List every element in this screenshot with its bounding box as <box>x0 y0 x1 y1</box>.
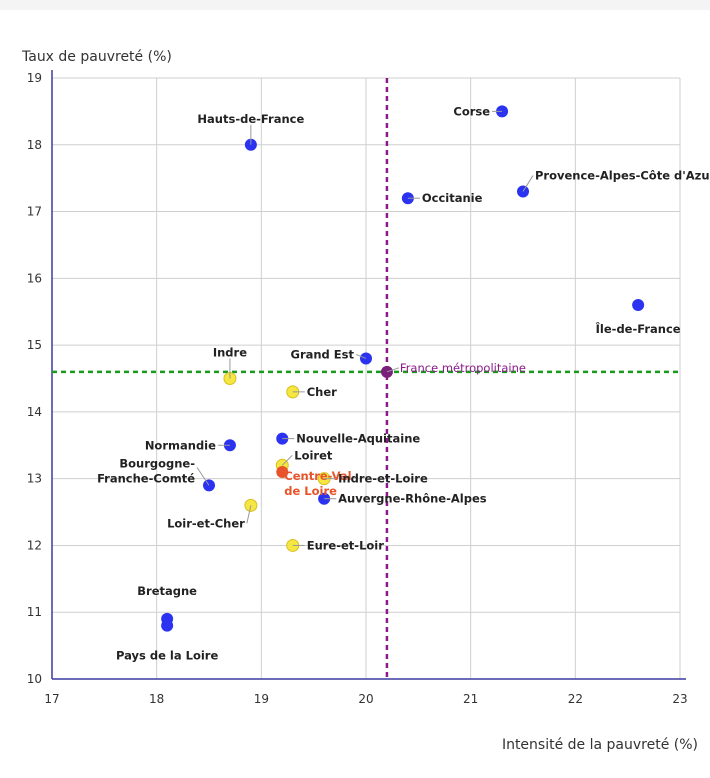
point-centre-val-de-loire <box>276 465 289 478</box>
label-centre-val-de-loire: Centre-Val de Loire <box>284 469 351 498</box>
y-tick-label: 19 <box>27 71 42 85</box>
label-indre: Indre <box>213 346 247 360</box>
leader-line <box>522 175 534 192</box>
leader-line <box>386 367 400 373</box>
y-tick-label: 18 <box>27 138 42 152</box>
label-pays-de-la-loire: Pays de la Loire <box>116 649 218 663</box>
y-tick-label: 13 <box>27 472 42 486</box>
leader-line <box>246 505 252 524</box>
x-axis-title: Intensité de la pauvreté (%) <box>501 737 698 753</box>
x-tick-label: 17 <box>44 692 59 706</box>
label-hauts-de-france: Hauts-de-France <box>197 112 304 126</box>
label-france-metropolitaine: France métropolitaine <box>400 361 526 375</box>
y-tick-label: 16 <box>27 271 42 285</box>
label-loiret: Loiret <box>294 448 333 462</box>
label-bourgogne-franche-comt-: Bourgogne-Franche-Comté <box>97 456 195 485</box>
y-tick-label: 11 <box>27 605 42 619</box>
x-tick-label: 21 <box>463 692 478 706</box>
label-nouvelle-aquitaine: Nouvelle-Aquitaine <box>296 432 420 446</box>
label-auvergne-rh-ne-alpes: Auvergne-Rhône-Alpes <box>338 492 487 506</box>
leader-line <box>355 354 367 359</box>
label-normandie: Normandie <box>145 438 216 452</box>
label-loir-et-cher: Loir-et-Cher <box>167 516 245 530</box>
label-bretagne: Bretagne <box>137 584 197 598</box>
label-cher: Cher <box>307 385 337 399</box>
y-tick-label: 12 <box>27 538 42 552</box>
y-tick-label: 14 <box>27 405 42 419</box>
label-indre-et-loire: Indre-et-Loire <box>338 472 428 486</box>
x-tick-label: 22 <box>568 692 583 706</box>
y-axis-title: Taux de pauvreté (%) <box>22 49 172 65</box>
point-pays-de-la-loire <box>161 619 174 632</box>
label--le-de-france: Île-de-France <box>596 321 681 336</box>
y-tick-label: 15 <box>27 338 42 352</box>
label-corse: Corse <box>453 104 490 118</box>
label-occitanie: Occitanie <box>422 191 483 205</box>
leader-line <box>281 454 293 466</box>
leader-line <box>196 467 210 486</box>
label-eure-et-loir: Eure-et-Loir <box>307 538 385 552</box>
point--le-de-france <box>632 299 645 312</box>
x-tick-label: 18 <box>149 692 164 706</box>
label-grand-est: Grand Est <box>291 347 355 361</box>
x-tick-label: 19 <box>254 692 269 706</box>
label-provence-alpes-c-te-d-azur: Provence-Alpes-Côte d'Azur <box>535 169 710 183</box>
x-tick-label: 20 <box>358 692 373 706</box>
y-tick-label: 10 <box>27 672 42 686</box>
x-tick-label: 23 <box>672 692 687 706</box>
y-tick-label: 17 <box>27 205 42 219</box>
